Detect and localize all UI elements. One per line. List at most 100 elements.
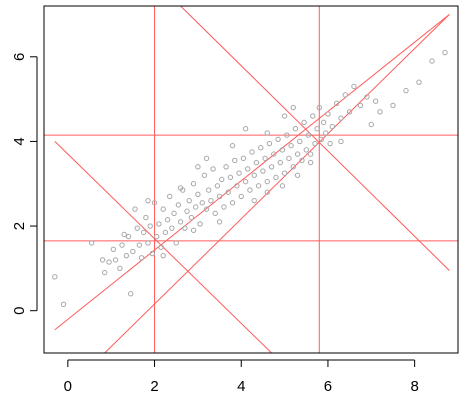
- data-point: [136, 242, 143, 248]
- x-axis: 0 2 4 6 8: [64, 359, 419, 395]
- data-point: [294, 151, 301, 157]
- data-point: [297, 138, 303, 145]
- data-point: [210, 166, 216, 172]
- data-point: [286, 155, 292, 162]
- data-point: [264, 130, 270, 136]
- data-point: [305, 132, 312, 138]
- data-point: [195, 191, 201, 198]
- data-point: [346, 109, 353, 115]
- x-tick-label: 2: [150, 378, 158, 395]
- data-point: [390, 102, 396, 109]
- data-point: [338, 138, 344, 145]
- data-point: [227, 174, 234, 181]
- data-point: [203, 155, 210, 162]
- data-point: [184, 208, 190, 214]
- data-point: [188, 214, 195, 221]
- data-point: [303, 147, 309, 153]
- data-point: [299, 157, 305, 164]
- data-point: [117, 265, 123, 272]
- data-point: [301, 119, 307, 126]
- data-point: [88, 240, 95, 246]
- data-point: [320, 119, 327, 126]
- data-point: [314, 126, 320, 132]
- data-point: [323, 130, 329, 136]
- data-point: [110, 246, 117, 253]
- diagonal-reference-line: [180, 6, 450, 271]
- data-point: [281, 170, 288, 176]
- data-point: [316, 104, 322, 111]
- data-point: [403, 87, 409, 94]
- data-point: [234, 183, 240, 189]
- data-point: [255, 183, 262, 189]
- data-point: [284, 132, 290, 138]
- data-point: [242, 126, 249, 132]
- diagonal-reference-line: [54, 14, 450, 331]
- data-point: [294, 172, 301, 178]
- data-point: [130, 248, 136, 255]
- data-point: [151, 200, 158, 206]
- data-point: [206, 187, 212, 193]
- data-point: [329, 123, 335, 130]
- data-point: [232, 157, 238, 164]
- diagonal-reference-line: [104, 14, 450, 353]
- data-point: [236, 170, 242, 176]
- data-point: [164, 217, 171, 223]
- data-point: [156, 221, 162, 227]
- data-point: [229, 142, 236, 149]
- data-point: [271, 151, 277, 157]
- data-point: [169, 225, 175, 231]
- data-point: [197, 221, 203, 227]
- data-point: [167, 193, 173, 200]
- data-point: [125, 233, 132, 240]
- data-point: [112, 257, 119, 263]
- data-point: [134, 225, 140, 231]
- data-point: [307, 151, 314, 157]
- data-point: [173, 240, 179, 246]
- data-point: [325, 111, 331, 117]
- data-point: [101, 269, 108, 276]
- data-point: [260, 168, 266, 174]
- data-point: [193, 204, 199, 210]
- data-point: [212, 210, 218, 217]
- data-point: [249, 149, 255, 155]
- data-point: [368, 121, 374, 128]
- plot-frame: [43, 5, 459, 354]
- data-point: [351, 83, 357, 90]
- data-point: [364, 94, 370, 100]
- data-point: [223, 164, 229, 170]
- data-point: [277, 159, 283, 166]
- data-point: [208, 197, 214, 204]
- data-point: [145, 240, 151, 246]
- data-point: [290, 104, 296, 111]
- data-point: [429, 58, 435, 64]
- y-tick-label: 0: [11, 307, 28, 315]
- data-point: [333, 100, 340, 107]
- data-point: [177, 185, 184, 191]
- data-point: [253, 159, 260, 166]
- data-point: [279, 183, 286, 189]
- data-point: [357, 102, 364, 109]
- data-point: [177, 219, 184, 225]
- data-point: [160, 252, 166, 259]
- x-tick-label: 0: [64, 378, 72, 395]
- data-point: [138, 255, 145, 261]
- data-point: [60, 301, 67, 308]
- data-point: [195, 164, 201, 170]
- data-point: [442, 49, 448, 56]
- data-point: [290, 164, 296, 170]
- data-point: [275, 136, 281, 142]
- data-point: [147, 223, 153, 229]
- data-point: [377, 109, 383, 115]
- data-point: [281, 113, 288, 119]
- data-point: [203, 206, 210, 212]
- data-point: [175, 202, 182, 208]
- data-point: [106, 259, 112, 265]
- data-point: [158, 244, 164, 250]
- data-point: [238, 193, 244, 200]
- data-point: [214, 183, 221, 189]
- data-point: [266, 140, 273, 147]
- data-point: [123, 252, 130, 259]
- data-point: [52, 274, 58, 280]
- x-tick-label: 8: [410, 378, 418, 395]
- y-tick-label: 4: [11, 137, 28, 145]
